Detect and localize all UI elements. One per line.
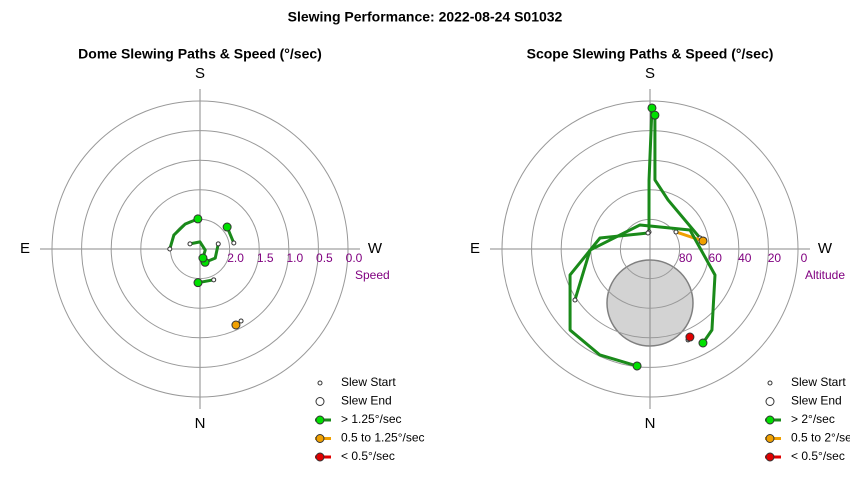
- r-tick-label: 1.5: [257, 251, 274, 265]
- r-tick-label: 0: [801, 251, 808, 265]
- legend-label: Slew End: [791, 394, 842, 408]
- slew-start: [673, 229, 679, 235]
- slew-path: [647, 106, 654, 234]
- slew-start: [572, 297, 578, 303]
- r-tick-label: 60: [709, 251, 723, 265]
- grid-ring: [51, 100, 349, 398]
- r-tick-label: 0.5: [316, 251, 333, 265]
- compass-label: E: [470, 240, 480, 257]
- compass-label: W: [368, 240, 383, 257]
- legend-label: 0.5 to 1.25°/sec: [341, 431, 425, 445]
- r-tick-label: 20: [768, 251, 782, 265]
- r-tick-label: 80: [679, 251, 693, 265]
- legend-marker: [767, 380, 773, 386]
- slew-end: [193, 214, 203, 224]
- slew-start: [231, 240, 237, 246]
- slew-end: [222, 222, 232, 232]
- slew-start: [187, 241, 193, 247]
- slew-end: [650, 110, 660, 120]
- compass-label: S: [645, 65, 655, 82]
- legend-label: Slew Start: [341, 375, 396, 389]
- slew-path: [568, 231, 650, 368]
- slew-end: [231, 320, 241, 330]
- slew-end: [193, 278, 203, 288]
- legend-marker: [765, 397, 775, 406]
- legend-label: > 2°/sec: [791, 412, 835, 426]
- slew-path: [653, 113, 702, 240]
- slew-start: [238, 318, 244, 324]
- legend-marker: [317, 380, 323, 386]
- compass-label: S: [195, 65, 205, 82]
- r-axis-label: Speed: [355, 268, 390, 282]
- legend-label: > 1.25°/sec: [341, 412, 402, 426]
- compass-label: N: [645, 415, 656, 432]
- slew-start: [645, 230, 651, 236]
- slew-end: [698, 338, 708, 348]
- legend-label: Slew End: [341, 394, 392, 408]
- slew-start: [211, 277, 217, 283]
- r-tick-label: 1.0: [286, 251, 303, 265]
- legend-label: < 0.5°/sec: [791, 449, 845, 463]
- legend-marker: [765, 452, 775, 462]
- chart-title: Scope Slewing Paths & Speed (°/sec): [527, 46, 774, 62]
- legend-marker: [315, 397, 325, 406]
- slew-path: [168, 217, 200, 251]
- legend-marker: [315, 452, 325, 462]
- slew-start: [215, 241, 221, 247]
- legend-label: 0.5 to 2°/sec: [791, 431, 850, 445]
- legend-marker: [315, 415, 325, 425]
- legend-label: Slew Start: [791, 375, 846, 389]
- grid-ring: [140, 189, 260, 309]
- legend-marker: [315, 434, 325, 443]
- slew-end: [698, 236, 708, 246]
- slew-end: [198, 253, 208, 263]
- compass-label: W: [818, 240, 833, 257]
- slew-end: [685, 332, 695, 342]
- page-title: Slewing Performance: 2022-08-24 S01032: [288, 9, 563, 25]
- slew-start: [167, 246, 173, 252]
- compass-label: E: [20, 240, 30, 257]
- chart-title: Dome Slewing Paths & Speed (°/sec): [78, 46, 322, 62]
- r-tick-label: 0.0: [346, 251, 363, 265]
- compass-label: N: [195, 415, 206, 432]
- r-tick-label: 2.0: [227, 251, 244, 265]
- r-axis-label: Altitude: [805, 268, 845, 282]
- slew-path: [573, 223, 717, 345]
- r-tick-label: 40: [738, 251, 752, 265]
- grid-ring: [110, 159, 290, 339]
- slew-end: [632, 361, 642, 371]
- legend-label: < 0.5°/sec: [341, 449, 395, 463]
- legend-marker: [765, 415, 775, 425]
- slew-path: [674, 230, 705, 243]
- grid-ring: [81, 130, 319, 368]
- grid-ring: [501, 100, 799, 398]
- legend-marker: [765, 434, 775, 443]
